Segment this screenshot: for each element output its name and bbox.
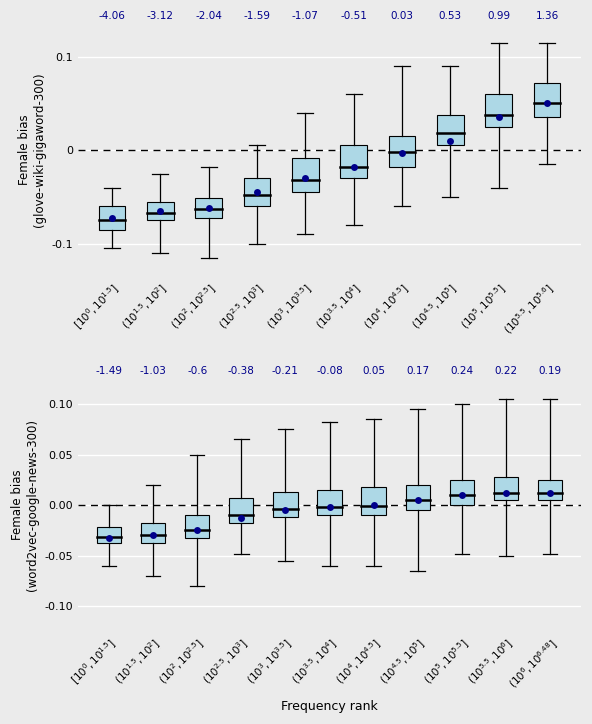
Bar (229, 498, 253, 523)
Bar (538, 480, 562, 500)
Y-axis label: Female bias
(glove-wiki-gigaword-300): Female bias (glove-wiki-gigaword-300) (18, 73, 46, 227)
Bar (437, 114, 464, 146)
Bar (244, 178, 271, 206)
Bar (340, 146, 367, 178)
Bar (97, 527, 121, 544)
Bar (195, 198, 222, 217)
Bar (406, 485, 430, 510)
Bar (485, 94, 512, 127)
Y-axis label: Female bias
(word2vec-google-news-300): Female bias (word2vec-google-news-300) (11, 419, 39, 591)
Bar (534, 83, 561, 117)
Bar (450, 480, 474, 505)
Bar (99, 206, 126, 230)
Bar (317, 490, 342, 515)
Bar (292, 158, 318, 193)
Bar (389, 136, 416, 167)
Bar (274, 492, 298, 517)
Bar (362, 487, 386, 515)
Bar (185, 515, 210, 539)
X-axis label: Frequency rank: Frequency rank (281, 700, 378, 713)
Bar (141, 523, 165, 544)
Bar (147, 201, 173, 220)
Bar (494, 477, 518, 500)
